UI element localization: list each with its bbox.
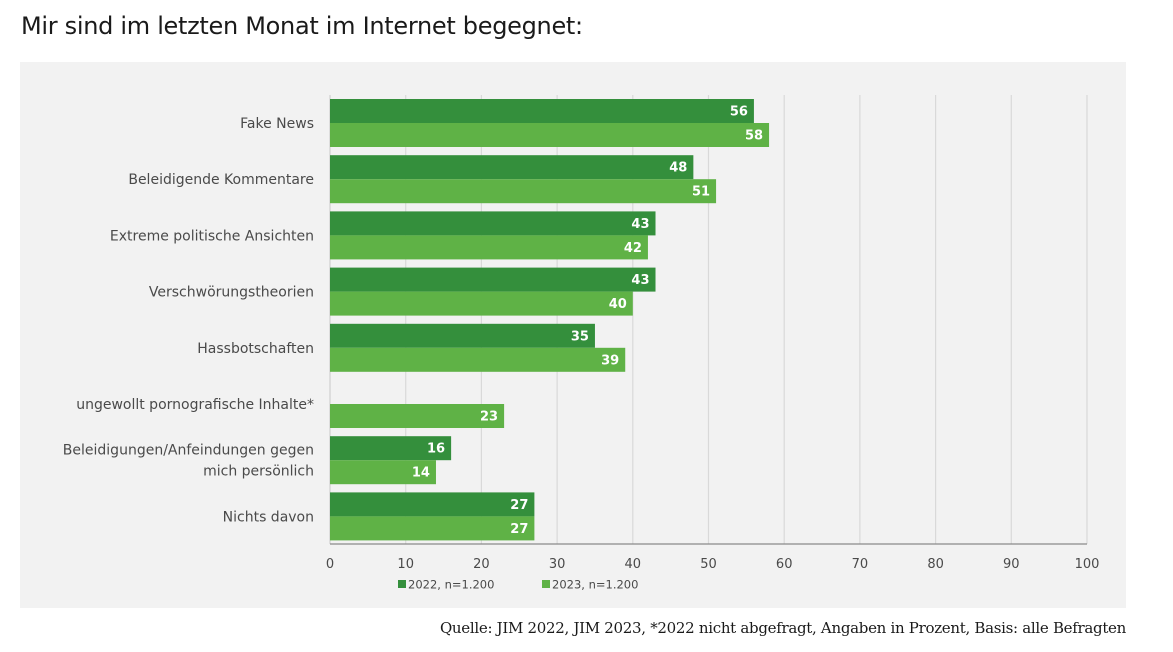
x-tick-label: 60: [776, 557, 793, 572]
category-label: Beleidigungen/Anfeindungen gegen: [63, 443, 314, 459]
bar-2022: [330, 99, 754, 123]
bar-2023: [330, 347, 626, 372]
x-tick-label: 80: [927, 557, 944, 572]
bar-2023: [330, 516, 535, 541]
value-label: 16: [427, 442, 445, 457]
value-label: 35: [571, 329, 589, 344]
x-tick-label: 40: [625, 557, 642, 572]
bar-2023: [330, 404, 505, 428]
value-label: 14: [412, 466, 430, 481]
chart-title: Mir sind im letzten Monat im Internet be…: [21, 12, 583, 40]
value-label: 48: [669, 161, 687, 176]
value-label: 58: [745, 129, 763, 144]
x-tick-label: 20: [473, 557, 490, 572]
legend-swatch-2022: [398, 580, 406, 588]
bar-2022: [330, 267, 656, 292]
bar-2023: [330, 291, 633, 316]
bar-2022: [330, 436, 452, 461]
category-label: Extreme politische Ansichten: [110, 228, 314, 244]
category-label: ungewollt pornografische Inhalte*: [76, 397, 314, 413]
value-label: 42: [624, 241, 642, 256]
bar-2022: [330, 211, 656, 236]
bar-2023: [330, 179, 717, 204]
x-tick-label: 50: [700, 557, 717, 572]
value-label: 51: [692, 185, 710, 200]
legend-swatch-2023: [542, 580, 550, 588]
category-label: Verschwörungstheorien: [149, 285, 314, 301]
x-tick-label: 10: [397, 557, 414, 572]
bar-2023: [330, 460, 436, 485]
category-label: Beleidigende Kommentare: [128, 172, 314, 188]
x-tick-label: 100: [1075, 557, 1100, 572]
bar-2022: [330, 155, 694, 180]
category-label: Fake News: [240, 116, 314, 132]
bar-2022: [330, 323, 595, 348]
value-label: 43: [631, 217, 649, 232]
legend-label: 2023, n=1.200: [552, 578, 638, 592]
value-label: 27: [510, 522, 528, 537]
x-tick-label: 70: [852, 557, 869, 572]
value-label: 39: [601, 353, 619, 368]
x-tick-label: 30: [549, 557, 566, 572]
value-label: 40: [609, 297, 627, 312]
value-label: 27: [510, 498, 528, 513]
legend-label: 2022, n=1.200: [408, 578, 494, 592]
value-label: 23: [480, 410, 498, 425]
value-label: 56: [730, 105, 748, 120]
source-note: Quelle: JIM 2022, JIM 2023, *2022 nicht …: [439, 619, 1126, 637]
x-tick-label: 90: [1003, 557, 1020, 572]
category-label: Hassbotschaften: [197, 341, 314, 357]
bar-2023: [330, 123, 770, 147]
bar-2023: [330, 235, 648, 260]
bar-2022: [330, 492, 535, 517]
x-tick-label: 0: [326, 557, 334, 572]
value-label: 43: [631, 273, 649, 288]
category-label: Nichts davon: [223, 509, 314, 525]
category-label: mich persönlich: [203, 464, 314, 480]
